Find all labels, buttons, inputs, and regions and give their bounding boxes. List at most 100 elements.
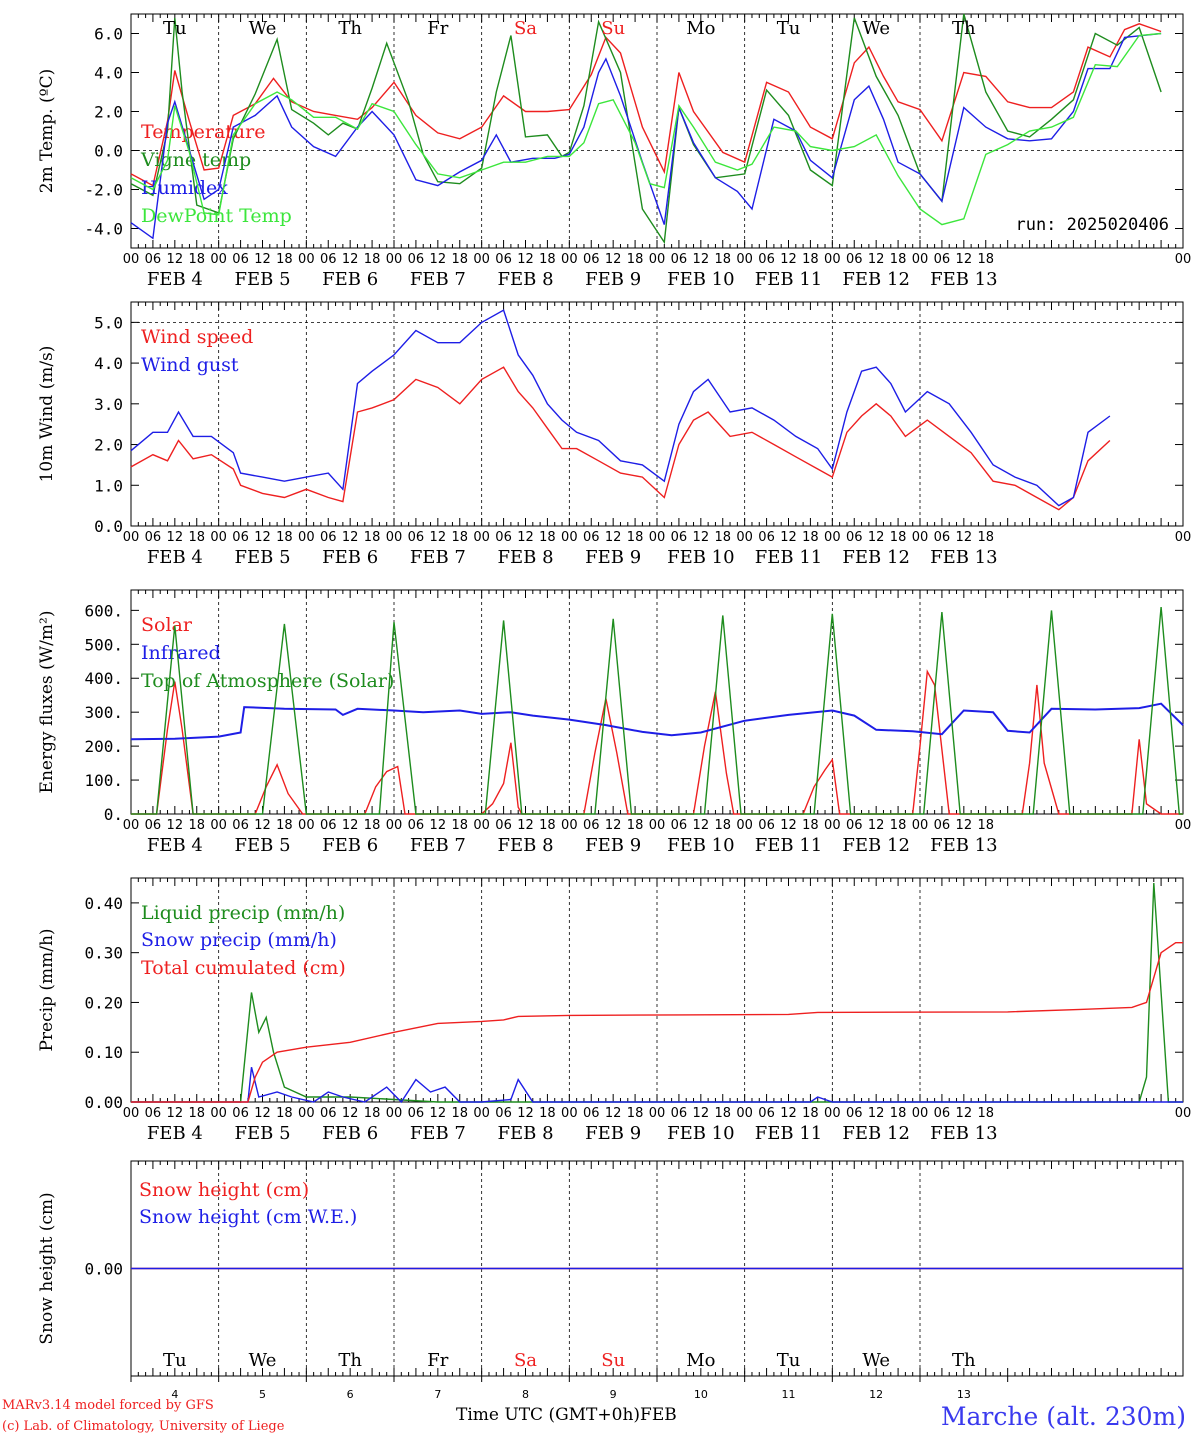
hour-label: 06 xyxy=(495,1106,512,1121)
y-tick-label: 0.10 xyxy=(84,1043,123,1062)
hour-label: 00 xyxy=(649,818,666,833)
hour-label: 00 xyxy=(824,818,841,833)
hour-label: 12 xyxy=(956,530,973,545)
hour-label: 18 xyxy=(451,530,468,545)
hour-label: 00 xyxy=(561,530,578,545)
legend-entry: Humidex xyxy=(141,177,228,199)
date-label: FEB 6 xyxy=(322,269,378,290)
hour-label: 00 xyxy=(473,252,490,267)
hour-label: 18 xyxy=(627,818,644,833)
hour-label: 18 xyxy=(977,818,994,833)
day-name-top: Th xyxy=(338,18,362,39)
hour-label: 06 xyxy=(495,252,512,267)
date-label: FEB 10 xyxy=(667,269,734,290)
y-tick-label: 0.00 xyxy=(84,1260,123,1279)
hour-label: 06 xyxy=(320,252,337,267)
day-number: 5 xyxy=(259,1388,266,1401)
series-line-temperature xyxy=(130,23,1162,187)
panel-temp: -4.0 -2.0 0.0 2.0 4.0 6.0 2m Temp. (ºC) Tempera… xyxy=(37,13,1192,290)
hour-label: 12 xyxy=(430,530,447,545)
hour-label: 00 xyxy=(824,530,841,545)
hour-label: 06 xyxy=(583,1106,600,1121)
y-tick-label: 300. xyxy=(84,703,123,722)
hour-label: 12 xyxy=(868,530,885,545)
hour-label: 12 xyxy=(517,252,534,267)
hour-label: 18 xyxy=(188,1106,205,1121)
hour-label: 12 xyxy=(342,252,359,267)
series-line-liquid-precip-mm-h- xyxy=(131,882,1183,1103)
hour-label: 00 xyxy=(210,252,227,267)
panel-snow: 0.00 Snow height (cm) Snow height (cm) Snow… xyxy=(37,1160,1184,1401)
date-label: FEB 11 xyxy=(755,547,822,568)
hour-label: 06 xyxy=(758,818,775,833)
day-name-bottom: We xyxy=(862,1350,890,1371)
hour-label: 18 xyxy=(188,252,205,267)
series-line-dewpoint-temp xyxy=(130,32,1162,226)
hour-label: 00 xyxy=(298,1106,315,1121)
y-axis-label: 10m Wind (m/s) xyxy=(37,346,57,483)
hour-label: 18 xyxy=(802,252,819,267)
hour-label: 00 xyxy=(561,818,578,833)
date-label: FEB 8 xyxy=(497,269,553,290)
date-label: FEB 11 xyxy=(755,269,822,290)
date-label: FEB 7 xyxy=(410,1123,466,1144)
day-name-bottom: We xyxy=(249,1350,277,1371)
day-number: 4 xyxy=(171,1388,178,1401)
date-label: FEB 12 xyxy=(842,1123,909,1144)
hour-label: 06 xyxy=(320,1106,337,1121)
hour-label: 12 xyxy=(605,252,622,267)
hour-label: 18 xyxy=(977,252,994,267)
hour-label: 18 xyxy=(890,252,907,267)
hour-label: 12 xyxy=(430,252,447,267)
hour-label: 06 xyxy=(495,530,512,545)
hour-label: 06 xyxy=(495,818,512,833)
hour-label: 18 xyxy=(539,252,556,267)
time-axis-label: Time UTC (GMT+0h)FEB xyxy=(456,1405,677,1425)
day-name-bottom: Sa xyxy=(514,1350,537,1371)
hour-label: 12 xyxy=(605,818,622,833)
hour-label: 00 xyxy=(298,818,315,833)
y-tick-label: 5.0 xyxy=(94,313,123,332)
y-tick-label: 4.0 xyxy=(94,64,123,83)
hour-label: 18 xyxy=(627,1106,644,1121)
hour-label: 06 xyxy=(145,818,162,833)
day-number: 8 xyxy=(522,1388,529,1401)
hour-label: 12 xyxy=(254,1106,271,1121)
hour-label: 00 xyxy=(473,818,490,833)
legend-entry: Wind gust xyxy=(141,354,239,376)
hour-label: 00 xyxy=(561,252,578,267)
hour-label: 00 xyxy=(649,1106,666,1121)
hour-label: 06 xyxy=(408,252,425,267)
hour-label: 12 xyxy=(956,252,973,267)
hour-label: 00 xyxy=(386,530,403,545)
hour-label: 18 xyxy=(451,1106,468,1121)
legend-entry: Top of Atmosphere (Solar) xyxy=(141,670,394,692)
hour-label: 00 xyxy=(736,252,753,267)
y-tick-label: 100. xyxy=(84,771,123,790)
day-number: 13 xyxy=(957,1388,971,1401)
legend-entry: Snow height (cm) xyxy=(139,1179,309,1201)
date-label: FEB 9 xyxy=(585,547,641,568)
hour-label: 12 xyxy=(517,530,534,545)
hour-label: 18 xyxy=(802,1106,819,1121)
hour-label: 06 xyxy=(758,530,775,545)
date-label: FEB 7 xyxy=(410,547,466,568)
day-name-bottom: Tu xyxy=(777,1350,801,1371)
series-line-wind-speed xyxy=(130,366,1111,511)
hour-label: 06 xyxy=(671,252,688,267)
day-name-bottom: Fr xyxy=(427,1350,448,1371)
hour-label: 18 xyxy=(977,1106,994,1121)
hour-label: 18 xyxy=(276,1106,293,1121)
hour-label: 12 xyxy=(780,1106,797,1121)
hour-label: 00 xyxy=(386,252,403,267)
hour-label: 18 xyxy=(188,818,205,833)
hour-label: 12 xyxy=(342,1106,359,1121)
hour-label: 18 xyxy=(977,530,994,545)
hour-label: 00 xyxy=(1175,252,1192,267)
hour-label: 06 xyxy=(758,252,775,267)
date-label: FEB 5 xyxy=(234,547,290,568)
day-number: 7 xyxy=(434,1388,441,1401)
hour-label: 06 xyxy=(934,252,951,267)
date-label: FEB 10 xyxy=(667,547,734,568)
hour-label: 00 xyxy=(561,1106,578,1121)
